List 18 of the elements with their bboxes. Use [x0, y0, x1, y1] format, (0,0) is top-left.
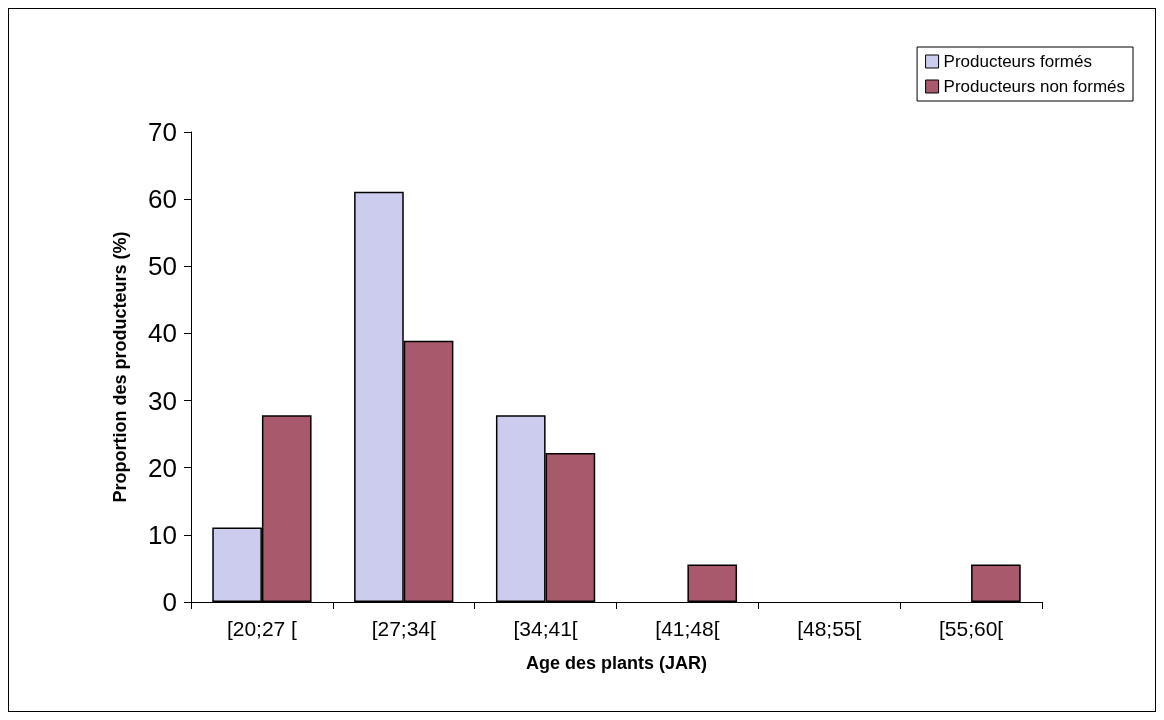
y-tick-label: 60	[148, 184, 177, 215]
y-axis-title: Proportion des producteurs (%)	[110, 231, 130, 503]
x-tick-label: [55;60[	[938, 617, 1004, 640]
y-tick-label: 20	[148, 452, 177, 483]
y-tick-label: 70	[148, 117, 177, 147]
legend-label: Producteurs formés	[943, 52, 1092, 71]
x-tick-label: [41;48[	[655, 617, 720, 640]
x-axis-title: Age des plants (JAR)	[525, 653, 708, 673]
y-tick-label: 50	[148, 251, 177, 282]
legend-label: Producteurs non formés	[943, 77, 1125, 96]
x-tick-label: [34;41[	[513, 617, 578, 640]
y-tick-label: 40	[148, 318, 177, 349]
y-tick-label: 30	[148, 385, 177, 416]
y-tick-label: 0	[162, 587, 177, 617]
x-tick-label: [20;27 [	[226, 617, 298, 640]
x-tick-label: [48;55[	[797, 617, 862, 640]
x-tick-label: [27;34[	[371, 617, 437, 640]
y-tick-label: 10	[148, 519, 177, 550]
